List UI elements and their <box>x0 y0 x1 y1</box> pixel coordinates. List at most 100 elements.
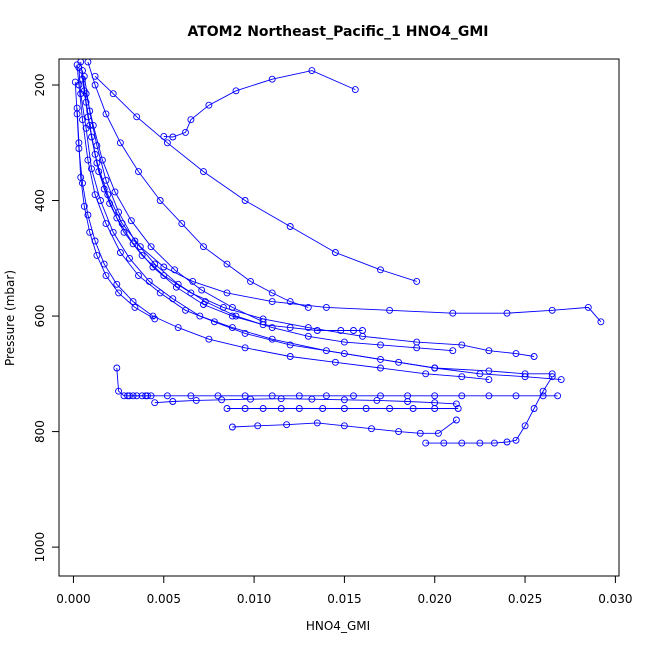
profile-series <box>82 90 267 326</box>
data-point <box>169 398 177 405</box>
data-point <box>73 104 81 112</box>
x-tick-label: 0.015 <box>327 592 361 606</box>
data-point <box>373 396 381 404</box>
data-point <box>163 392 171 400</box>
data-point <box>91 191 99 199</box>
data-point <box>113 280 121 288</box>
data-point <box>277 395 285 403</box>
profile-series <box>91 72 421 285</box>
data-point <box>241 329 249 337</box>
profile-series <box>84 59 312 311</box>
data-point <box>584 303 592 311</box>
data-point <box>377 355 384 363</box>
x-tick-label: 0.000 <box>56 592 90 606</box>
data-point <box>304 324 312 332</box>
data-point <box>136 243 144 251</box>
data-point <box>350 392 357 400</box>
data-point <box>151 315 159 323</box>
profile-series <box>73 104 159 323</box>
data-point <box>129 240 137 248</box>
data-point <box>247 277 254 285</box>
data-point <box>71 78 79 86</box>
data-point <box>377 341 384 349</box>
data-point <box>172 283 180 291</box>
data-point <box>485 392 493 400</box>
data-point <box>452 416 460 424</box>
data-point <box>557 376 565 384</box>
series-layer <box>71 59 605 447</box>
x-tick-label: 0.010 <box>237 592 271 606</box>
data-point <box>228 324 236 332</box>
data-point <box>84 156 92 164</box>
data-point <box>205 101 213 109</box>
data-point <box>171 266 179 274</box>
data-point <box>322 347 330 355</box>
data-point <box>93 251 101 259</box>
data-point <box>131 303 139 311</box>
data-point <box>597 318 605 326</box>
data-point <box>286 341 294 349</box>
y-tick-label: 400 <box>33 189 47 212</box>
data-point <box>340 405 348 412</box>
data-point <box>98 156 106 164</box>
data-point <box>454 405 462 412</box>
data-point <box>80 202 88 210</box>
data-point <box>431 399 439 407</box>
data-point <box>182 128 189 136</box>
data-point <box>304 332 312 340</box>
profile-series <box>79 67 538 360</box>
data-point <box>304 303 312 311</box>
y-axis: 200 400 600 800 1000 <box>33 74 59 562</box>
data-point <box>340 350 348 358</box>
data-point <box>178 220 186 228</box>
data-point <box>340 338 348 346</box>
x-tick-label: 0.020 <box>418 592 452 606</box>
data-point <box>200 243 207 251</box>
data-point <box>503 438 511 446</box>
data-point <box>458 439 466 447</box>
x-tick-label: 0.030 <box>598 592 632 606</box>
y-axis-label: Pressure (mbar) <box>3 270 17 366</box>
data-point <box>322 392 330 400</box>
data-point <box>422 370 430 378</box>
data-point <box>223 260 231 268</box>
data-point <box>113 364 121 372</box>
data-point <box>113 214 121 222</box>
data-point <box>413 344 421 352</box>
x-axis-label: HNO4_GMI <box>306 619 370 633</box>
y-tick-label: 200 <box>33 74 47 97</box>
data-point <box>440 439 448 447</box>
data-point <box>539 387 547 395</box>
data-point <box>151 399 159 407</box>
data-point <box>449 309 457 317</box>
series-line <box>76 108 155 320</box>
data-point <box>241 344 249 352</box>
data-point <box>200 168 207 176</box>
data-point <box>322 303 330 311</box>
data-point <box>205 335 213 343</box>
data-point <box>377 364 384 372</box>
data-point <box>138 251 146 259</box>
data-point <box>228 423 236 431</box>
data-point <box>530 353 538 360</box>
data-point <box>283 421 291 429</box>
data-point <box>530 405 538 412</box>
data-point <box>368 425 375 433</box>
x-tick-label: 0.005 <box>147 592 181 606</box>
data-point <box>386 405 394 412</box>
series-line <box>232 419 457 434</box>
data-point <box>503 309 511 317</box>
data-point <box>431 364 439 372</box>
x-tick-label: 0.025 <box>508 592 542 606</box>
data-point <box>254 422 262 430</box>
data-point <box>214 392 222 400</box>
data-point <box>512 350 520 358</box>
data-point <box>91 72 99 80</box>
series-line <box>87 61 309 308</box>
data-point <box>409 405 417 412</box>
data-point <box>512 392 520 400</box>
data-point <box>359 327 366 334</box>
data-point <box>198 286 206 294</box>
